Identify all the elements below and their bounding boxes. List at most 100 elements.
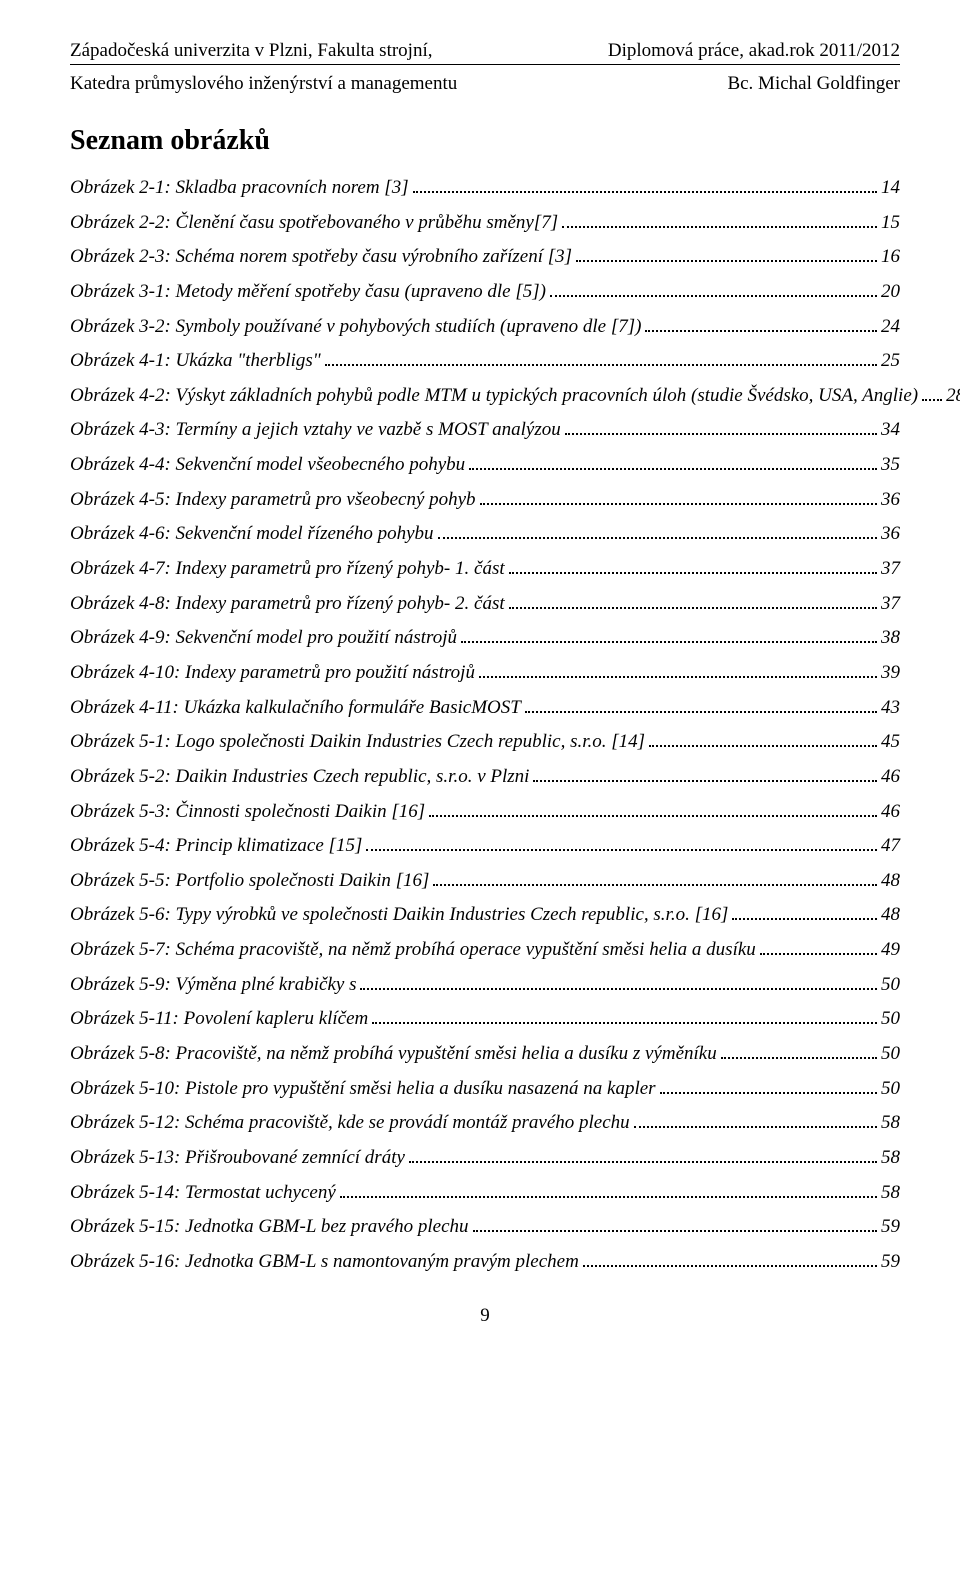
toc-entry-page: 37 <box>881 591 900 617</box>
toc-entry: Obrázek 4-1: Ukázka "therbligs" 25 <box>70 348 900 374</box>
toc-leader-dots <box>325 349 877 366</box>
toc-entry-page: 39 <box>881 660 900 686</box>
toc-leader-dots <box>479 661 877 678</box>
header-row-1: Západočeská univerzita v Plzni, Fakulta … <box>70 40 900 62</box>
page-number: 9 <box>70 1305 900 1327</box>
toc-entry: Obrázek 4-11: Ukázka kalkulačního formul… <box>70 695 900 721</box>
toc-leader-dots <box>525 696 877 713</box>
toc-entry-label: Obrázek 5-13: Přišroubované zemnící drát… <box>70 1145 405 1171</box>
toc-entry-page: 24 <box>881 314 900 340</box>
toc-entry: Obrázek 4-6: Sekvenční model řízeného po… <box>70 521 900 547</box>
toc-entry: Obrázek 5-7: Schéma pracoviště, na němž … <box>70 937 900 963</box>
toc-entry-label: Obrázek 3-1: Metody měření spotřeby času… <box>70 279 546 305</box>
toc-entry-page: 15 <box>881 210 900 236</box>
toc-entry: Obrázek 5-2: Daikin Industries Czech rep… <box>70 764 900 790</box>
toc-entry: Obrázek 5-3: Činnosti společnosti Daikin… <box>70 799 900 825</box>
toc-entry-label: Obrázek 4-11: Ukázka kalkulačního formul… <box>70 695 521 721</box>
toc-leader-dots <box>366 834 877 851</box>
toc-entry-label: Obrázek 2-3: Schéma norem spotřeby času … <box>70 244 572 270</box>
toc-entry: Obrázek 5-4: Princip klimatizace [15] 47 <box>70 833 900 859</box>
toc-leader-dots <box>660 1077 877 1094</box>
toc-entry: Obrázek 4-5: Indexy parametrů pro všeobe… <box>70 487 900 513</box>
toc-leader-dots <box>562 211 877 228</box>
toc-entry: Obrázek 5-6: Typy výrobků ve společnosti… <box>70 902 900 928</box>
toc-entry-label: Obrázek 5-9: Výměna plné krabičky s <box>70 972 356 998</box>
toc-entry-label: Obrázek 2-1: Skladba pracovních norem [3… <box>70 175 409 201</box>
toc-entry: Obrázek 5-11: Povolení kapleru klíčem 50 <box>70 1006 900 1032</box>
toc-entry-label: Obrázek 4-6: Sekvenční model řízeného po… <box>70 521 434 547</box>
toc-leader-dots <box>438 522 877 539</box>
toc-entry: Obrázek 2-2: Členění času spotřebovaného… <box>70 210 900 236</box>
page-title: Seznam obrázků <box>70 125 900 157</box>
toc-entry: Obrázek 5-14: Termostat uchycený 58 <box>70 1180 900 1206</box>
toc-entry-page: 43 <box>881 695 900 721</box>
toc-entry-page: 25 <box>881 348 900 374</box>
toc-entry: Obrázek 5-8: Pracoviště, na němž probíhá… <box>70 1041 900 1067</box>
toc-entry-page: 46 <box>881 799 900 825</box>
toc-entry: Obrázek 5-10: Pistole pro vypuštění směs… <box>70 1076 900 1102</box>
toc-entry-label: Obrázek 5-7: Schéma pracoviště, na němž … <box>70 937 756 963</box>
toc-entry-page: 35 <box>881 452 900 478</box>
toc-entry-label: Obrázek 5-3: Činnosti společnosti Daikin… <box>70 799 425 825</box>
toc-entry: Obrázek 2-1: Skladba pracovních norem [3… <box>70 175 900 201</box>
toc-entry-page: 14 <box>881 175 900 201</box>
toc-leader-dots <box>760 938 877 955</box>
toc-leader-dots <box>922 384 942 401</box>
header-department: Katedra průmyslového inženýrství a manag… <box>70 73 457 95</box>
toc-entry-label: Obrázek 5-5: Portfolio společnosti Daiki… <box>70 868 429 894</box>
toc-entry-page: 49 <box>881 937 900 963</box>
toc-entry: Obrázek 4-8: Indexy parametrů pro řízený… <box>70 591 900 617</box>
toc-entry-page: 28 <box>946 383 960 409</box>
toc-entry-label: Obrázek 4-8: Indexy parametrů pro řízený… <box>70 591 505 617</box>
toc-entry-page: 36 <box>881 487 900 513</box>
toc-leader-dots <box>360 973 877 990</box>
toc-entry-label: Obrázek 5-4: Princip klimatizace [15] <box>70 833 362 859</box>
toc-leader-dots <box>721 1042 877 1059</box>
toc-leader-dots <box>469 453 877 470</box>
toc-entry-page: 20 <box>881 279 900 305</box>
toc-entry: Obrázek 4-10: Indexy parametrů pro použi… <box>70 660 900 686</box>
toc-entry-page: 58 <box>881 1110 900 1136</box>
header-row-2: Katedra průmyslového inženýrství a manag… <box>70 73 900 95</box>
toc-entry-page: 50 <box>881 1006 900 1032</box>
toc-leader-dots <box>732 903 877 920</box>
header-thesis-info: Diplomová práce, akad.rok 2011/2012 <box>608 40 900 62</box>
toc-entry-label: Obrázek 5-6: Typy výrobků ve společnosti… <box>70 902 728 928</box>
toc-entry-label: Obrázek 5-2: Daikin Industries Czech rep… <box>70 764 529 790</box>
toc-entry: Obrázek 4-4: Sekvenční model všeobecného… <box>70 452 900 478</box>
toc-leader-dots <box>340 1180 877 1197</box>
toc-entry-page: 47 <box>881 833 900 859</box>
toc-entry-page: 59 <box>881 1214 900 1240</box>
toc-entry-label: Obrázek 5-11: Povolení kapleru klíčem <box>70 1006 368 1032</box>
toc-entry-label: Obrázek 5-10: Pistole pro vypuštění směs… <box>70 1076 656 1102</box>
toc-entry-page: 50 <box>881 1076 900 1102</box>
toc-entry: Obrázek 3-2: Symboly používané v pohybov… <box>70 314 900 340</box>
toc-leader-dots <box>565 418 877 435</box>
toc-entry: Obrázek 4-9: Sekvenční model pro použití… <box>70 625 900 651</box>
toc-entry-label: Obrázek 3-2: Symboly používané v pohybov… <box>70 314 641 340</box>
toc-entry-label: Obrázek 5-14: Termostat uchycený <box>70 1180 336 1206</box>
toc-entry-page: 38 <box>881 625 900 651</box>
toc-entry-page: 48 <box>881 868 900 894</box>
toc-entry: Obrázek 5-16: Jednotka GBM-L s namontova… <box>70 1249 900 1275</box>
toc-entry-page: 48 <box>881 902 900 928</box>
toc-entry-label: Obrázek 5-15: Jednotka GBM-L bez pravého… <box>70 1214 469 1240</box>
toc-entry-page: 46 <box>881 764 900 790</box>
header-university: Západočeská univerzita v Plzni, Fakulta … <box>70 40 432 62</box>
toc-entry-page: 45 <box>881 729 900 755</box>
toc-entry: Obrázek 4-2: Výskyt základních pohybů po… <box>70 383 900 409</box>
toc-entry-label: Obrázek 4-1: Ukázka "therbligs" <box>70 348 321 374</box>
toc-leader-dots <box>649 730 877 747</box>
toc-leader-dots <box>583 1250 877 1267</box>
toc-leader-dots <box>550 280 877 297</box>
toc-entry-label: Obrázek 2-2: Členění času spotřebovaného… <box>70 210 558 236</box>
toc-entry: Obrázek 4-3: Termíny a jejich vztahy ve … <box>70 417 900 443</box>
toc-leader-dots <box>480 488 877 505</box>
toc-entry-page: 37 <box>881 556 900 582</box>
toc-entry-page: 50 <box>881 972 900 998</box>
toc-leader-dots <box>533 765 877 782</box>
toc-entry-label: Obrázek 4-4: Sekvenční model všeobecného… <box>70 452 465 478</box>
toc-leader-dots <box>645 314 877 331</box>
toc-entry-label: Obrázek 5-1: Logo společnosti Daikin Ind… <box>70 729 645 755</box>
toc-entry: Obrázek 3-1: Metody měření spotřeby času… <box>70 279 900 305</box>
